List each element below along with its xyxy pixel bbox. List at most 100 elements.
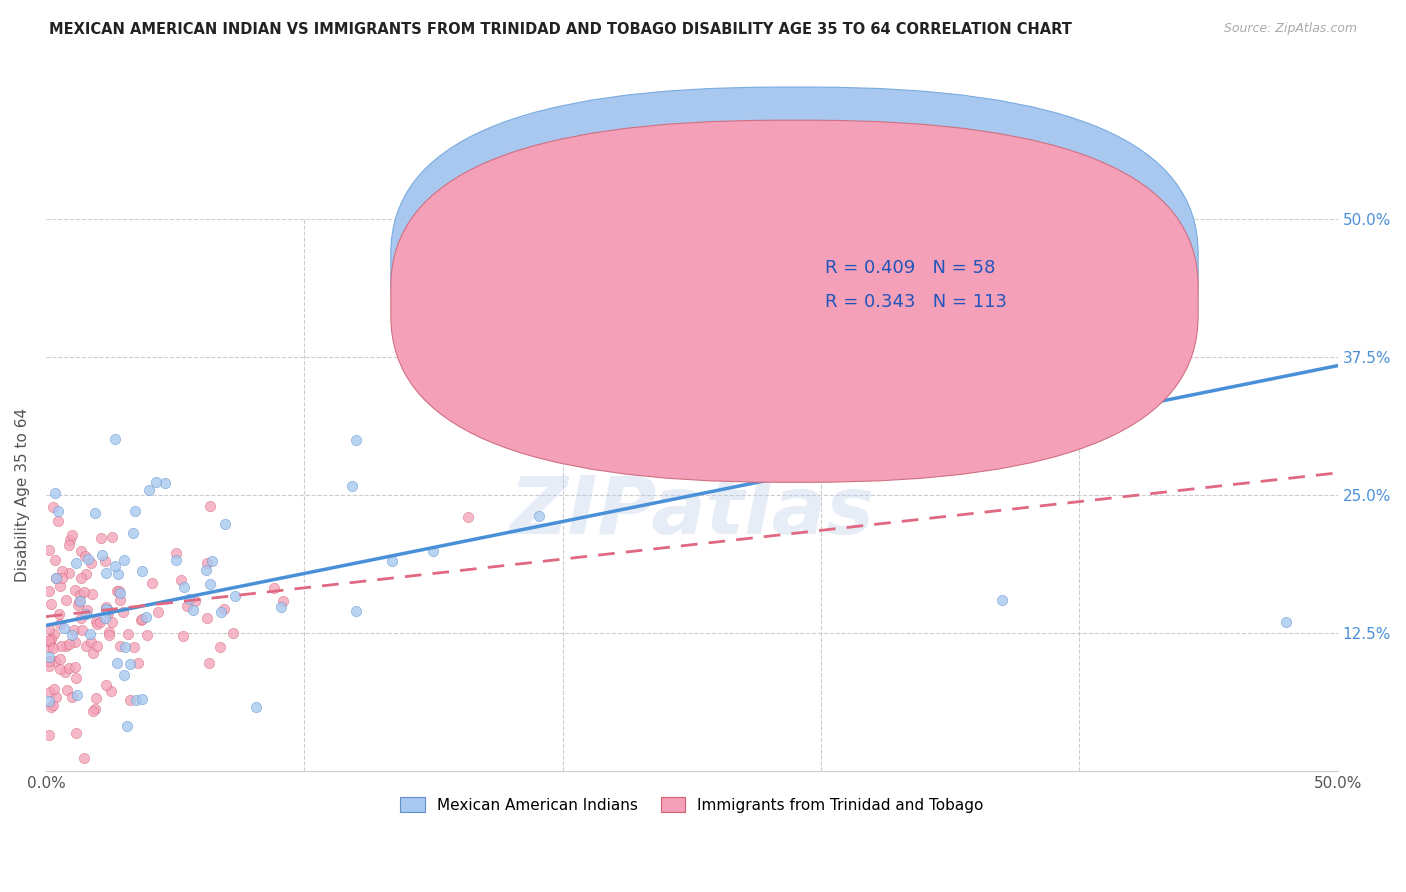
Point xyxy=(63,660,86,674)
Point xyxy=(51,639,73,653)
FancyBboxPatch shape xyxy=(391,87,1198,449)
Point xyxy=(55,683,77,698)
Point xyxy=(70,610,93,624)
Point xyxy=(51,564,73,578)
Point xyxy=(344,604,367,618)
Point xyxy=(118,657,141,672)
Point xyxy=(97,628,120,642)
Point xyxy=(38,622,60,636)
Point xyxy=(104,432,127,446)
Point xyxy=(1017,427,1039,442)
Point xyxy=(101,530,124,544)
Point xyxy=(70,623,93,637)
Point xyxy=(42,698,65,712)
Point xyxy=(181,603,204,617)
Point xyxy=(96,677,118,691)
Text: R = 0.343   N = 113: R = 0.343 N = 113 xyxy=(825,293,1007,310)
Point xyxy=(76,602,98,616)
Point xyxy=(69,588,91,602)
Point xyxy=(125,692,148,706)
Point xyxy=(141,576,163,591)
Point xyxy=(48,607,70,621)
Point xyxy=(131,565,153,579)
Point xyxy=(55,640,77,654)
Point xyxy=(136,628,159,642)
Point xyxy=(45,690,67,704)
Point xyxy=(145,475,167,490)
Point xyxy=(340,479,363,493)
Point xyxy=(75,640,97,654)
Text: Source: ZipAtlas.com: Source: ZipAtlas.com xyxy=(1223,22,1357,36)
Point xyxy=(177,591,200,606)
Text: MEXICAN AMERICAN INDIAN VS IMMIGRANTS FROM TRINIDAD AND TOBAGO DISABILITY AGE 35: MEXICAN AMERICAN INDIAN VS IMMIGRANTS FR… xyxy=(49,22,1073,37)
Point xyxy=(38,633,60,648)
Point xyxy=(38,634,60,648)
Point xyxy=(222,626,245,640)
Point xyxy=(73,549,96,563)
Point xyxy=(63,624,86,638)
Point xyxy=(42,627,65,641)
Point xyxy=(46,514,69,528)
Point xyxy=(165,552,187,566)
Point xyxy=(194,563,217,577)
Point xyxy=(38,649,60,664)
Point xyxy=(110,639,132,653)
Point xyxy=(195,611,218,625)
Point xyxy=(38,640,60,655)
Point xyxy=(212,602,235,616)
Point xyxy=(270,599,292,614)
Point xyxy=(82,704,104,718)
Point xyxy=(70,570,93,584)
Point xyxy=(122,525,145,540)
Point xyxy=(38,543,60,558)
Point xyxy=(70,544,93,558)
Point xyxy=(94,566,117,581)
Point xyxy=(153,475,176,490)
Point xyxy=(198,577,221,591)
Point xyxy=(173,580,195,594)
Point xyxy=(38,584,60,599)
Point xyxy=(122,640,145,655)
Point xyxy=(89,615,111,630)
Point xyxy=(49,616,72,631)
Point xyxy=(58,533,80,548)
Point xyxy=(44,485,66,500)
Point xyxy=(58,661,80,675)
Point xyxy=(146,605,169,619)
Point xyxy=(197,556,219,570)
Point xyxy=(138,483,160,498)
Point xyxy=(66,598,89,612)
Point xyxy=(60,527,83,541)
Point xyxy=(51,571,73,585)
Point xyxy=(94,599,117,614)
Point xyxy=(208,640,231,654)
Point xyxy=(94,554,117,568)
Point xyxy=(94,610,117,624)
Point xyxy=(117,719,139,733)
Point xyxy=(94,601,117,615)
Point xyxy=(381,554,404,568)
Point xyxy=(83,702,105,716)
Point xyxy=(69,594,91,608)
Legend: Mexican American Indians, Immigrants from Trinidad and Tobago: Mexican American Indians, Immigrants fro… xyxy=(394,791,990,819)
Point xyxy=(79,635,101,649)
Point xyxy=(58,538,80,552)
Point xyxy=(86,639,108,653)
Point xyxy=(198,499,221,513)
Point xyxy=(44,654,66,668)
Point xyxy=(39,597,62,611)
Point xyxy=(83,506,105,520)
Point xyxy=(48,504,70,518)
FancyBboxPatch shape xyxy=(749,238,1060,326)
Point xyxy=(38,685,60,699)
Point xyxy=(38,654,60,668)
Point xyxy=(49,662,72,676)
Point xyxy=(82,646,104,660)
Point xyxy=(66,689,89,703)
Point xyxy=(183,594,205,608)
Point xyxy=(457,509,479,524)
Point xyxy=(42,500,65,514)
Point xyxy=(165,546,187,560)
Point xyxy=(271,593,294,607)
Point xyxy=(84,615,107,629)
